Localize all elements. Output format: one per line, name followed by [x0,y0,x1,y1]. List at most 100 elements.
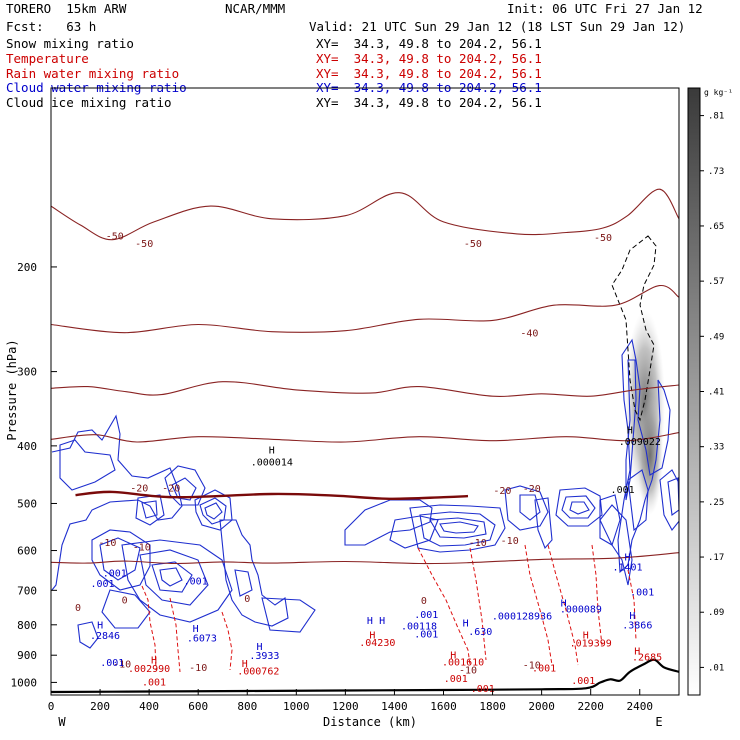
contour-label: .009022 [619,437,661,448]
y-axis-label: Pressure (hPa) [5,339,19,440]
y-tick-label: 1000 [11,676,38,689]
x-tick-label: 2000 [528,700,555,713]
contour-label: H [369,631,375,642]
field-name-temperature: Temperature [6,51,89,66]
contour-label: -10 [189,663,207,674]
field-xy-snow: XY= 34.3, 49.8 to 204.2, 56.1 [316,36,542,51]
rain-water-contours [141,544,637,673]
contour-label: H [463,618,469,629]
contour-label: .001 [142,678,166,689]
contour-label: .002990 [128,664,170,675]
colorbar-label: .01 [708,663,724,673]
forecast-hour: Fcst: 63 h [6,19,97,34]
isotherm-minus-10 [51,432,679,443]
x-tick-label: 800 [237,700,257,713]
contour-label: H [97,621,103,632]
field-xy-cloud-ice: XY= 34.3, 49.8 to 204.2, 56.1 [316,95,542,110]
colorbar-label: .41 [708,388,724,398]
contour-label: -50 [594,233,612,244]
model-title: TORERO 15km ARW [6,1,127,16]
contour-label: .04230 [359,638,395,649]
contour-label: .3866 [622,621,652,632]
contour-label: H [561,598,567,609]
contour-label: H [367,616,373,627]
contour-label: .001 [611,485,635,496]
x-tick-label: 1800 [479,700,506,713]
contour-label: .001 [103,568,127,579]
contour-label: .6073 [187,633,217,644]
cloud-ice-contours [611,235,657,422]
contour-label: H [583,631,589,642]
contour-label: -10 [133,543,151,554]
x-tick-label: 2200 [577,700,604,713]
x-axis-label: Distance (km) [323,715,417,729]
contour-label: -50 [106,232,124,243]
contour-label: 0 [122,596,128,607]
colorbar-ramp [687,87,701,696]
colorbar-label: .33 [708,443,724,453]
contour-label: .000089 [560,605,602,616]
contour-label: -20 [493,486,511,497]
contour-label: -20 [162,483,180,494]
x-tick-label: 0 [48,700,55,713]
colorbar-unit: g kg⁻¹ [704,88,733,97]
y-tick-label: 800 [17,619,37,632]
colorbar: g kg⁻¹ .81 .73 .65 .57 .49 .41 .33 .25 .17 .09 .01 [687,87,733,696]
y-tick-label: 600 [17,545,37,558]
contour-label: .001 [414,610,438,621]
center-title: NCAR/MMM [225,1,286,16]
x-tick-label: 1600 [430,700,457,713]
field-name-snow: Snow mixing ratio [6,36,134,51]
colorbar-label: .81 [708,112,724,122]
colorbar-label: .09 [708,608,724,618]
y-tick-label: 200 [17,261,37,274]
contour-label: H [269,446,275,457]
y-tick-label: 300 [17,366,37,379]
contour-label: 0 [75,603,81,614]
contour-label: H [629,611,635,622]
contour-label: .000014 [251,458,293,469]
x-tick-label: 1400 [381,700,408,713]
field-xy-temperature: XY= 34.3, 49.8 to 204.2, 56.1 [316,51,542,66]
contour-label: H [379,616,385,627]
x-axis: 0 200 400 600 800 1000 1200 1400 1600 1800 2000 220… [48,689,653,713]
isotherm-minus-20 [51,381,679,397]
isotherm-10 [51,552,679,565]
contour-label: .001 [532,664,556,675]
contour-label: .000128936 [492,612,552,623]
contour-label: .001 [90,579,114,590]
y-tick-label: 900 [17,649,37,662]
contour-label: .2685 [632,652,662,663]
contour-label: .000762 [237,667,279,678]
contour-label: .001 [184,576,208,587]
isotherm-minus-50 [51,188,679,241]
colorbar-label: .49 [708,332,724,342]
x-tick-label: 2400 [627,700,654,713]
contour-label: -20 [130,483,148,494]
x-tick-label: 600 [188,700,208,713]
x-tick-label: 400 [139,700,159,713]
plot-frame [50,87,680,696]
field-name-cloud-ice: Cloud ice mixing ratio [6,95,172,110]
init-time: Init: 06 UTC Fri 27 Jan 12 [507,1,703,16]
y-tick-label: 400 [17,440,37,453]
field-xy-rain: XY= 34.3, 49.8 to 204.2, 56.1 [316,66,542,81]
y-tick-label: 700 [17,584,37,597]
contour-label: .001 [471,684,495,695]
colorbar-label: .65 [708,222,724,232]
contour-label: .1401 [612,562,642,573]
x-tick-label: 1200 [332,700,359,713]
valid-time: Valid: 21 UTC Sun 29 Jan 12 (18 LST Sun … [309,19,686,34]
x-tick-label: 1000 [283,700,310,713]
contour-label: H [256,642,262,653]
y-axis: 200 300 400 500 600 700 800 900 1000 [11,261,57,689]
contour-label: 0 [421,596,427,607]
contour-label: H [450,651,456,662]
contour-label: -10 [501,536,519,547]
contour-label: .001610 [442,658,484,669]
contour-label: -10 [98,538,116,549]
colorbar-label: .17 [708,553,724,563]
contour-label: .001 [100,658,124,669]
contour-label: -20 [523,484,541,495]
